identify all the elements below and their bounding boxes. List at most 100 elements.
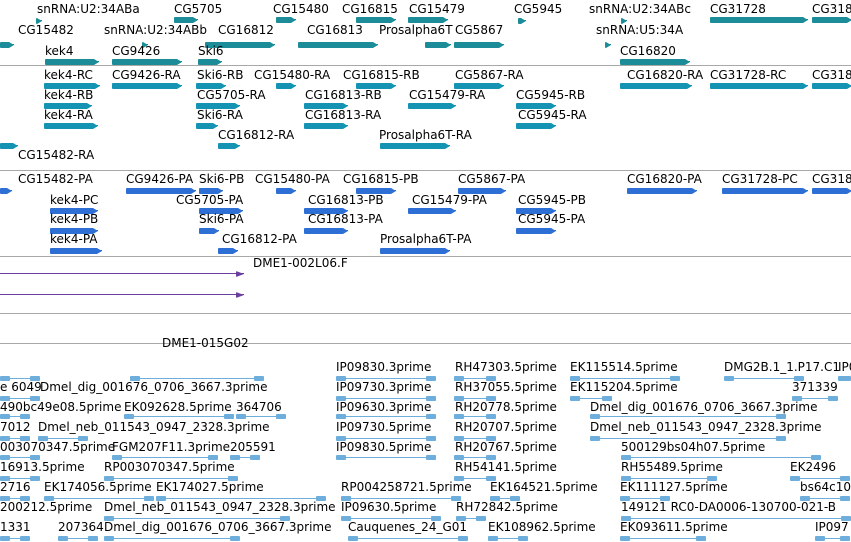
est-end-block[interactable] <box>841 516 851 521</box>
est-start-block[interactable] <box>44 496 54 501</box>
feature-exon-block[interactable] <box>174 17 198 23</box>
est-end-block[interactable] <box>840 496 850 501</box>
est-span-line[interactable] <box>621 457 821 458</box>
feature-exon-block[interactable] <box>0 42 14 48</box>
feature-label-cg16815-pb[interactable]: CG16815-PB <box>343 172 419 186</box>
est-start-block[interactable] <box>621 476 631 481</box>
est-end-block[interactable] <box>776 436 786 441</box>
feature-label-cg5945-pb[interactable]: CG5945-PB <box>518 193 587 207</box>
feature-exon-block[interactable] <box>142 42 148 48</box>
est-start-block[interactable] <box>590 436 600 441</box>
feature-exon-block[interactable] <box>50 208 98 214</box>
est-start-block[interactable] <box>454 396 464 401</box>
est-start-block[interactable] <box>800 496 810 501</box>
est-start-block[interactable] <box>236 414 246 419</box>
feature-label-ski6-rb[interactable]: Ski6-RB <box>197 68 244 82</box>
est-end-block[interactable] <box>660 496 670 501</box>
feature-label-dmel-neb-011543-0947-2328-3prime[interactable]: Dmel_neb_011543_0947_2328.3prime <box>38 420 270 434</box>
feature-label-snrna-u2-34abc[interactable]: snRNA:U2:34ABc <box>589 2 691 16</box>
feature-exon-block[interactable] <box>276 17 296 23</box>
est-start-block[interactable] <box>0 396 10 401</box>
feature-exon-block[interactable] <box>516 103 556 109</box>
feature-exon-block[interactable] <box>276 83 296 89</box>
feature-exon-block[interactable] <box>722 188 808 194</box>
feature-exon-block[interactable] <box>196 123 218 129</box>
est-end-block[interactable] <box>486 455 496 460</box>
feature-label-dmel-neb-011543-0947-2328-3prime[interactable]: Dmel_neb_011543_0947_2328.3prime <box>590 420 822 434</box>
est-end-block[interactable] <box>144 496 154 501</box>
est-end-block[interactable] <box>208 455 218 460</box>
feature-label-371339[interactable]: 371339 <box>792 380 838 394</box>
est-span-line[interactable] <box>112 457 218 458</box>
feature-label-ip097[interactable]: IP097 <box>815 520 849 534</box>
feature-label-rh72842-5prime[interactable]: RH72842.5prime <box>456 500 558 514</box>
est-end-block[interactable] <box>840 476 850 481</box>
est-end-block[interactable] <box>707 476 717 481</box>
est-end-block[interactable] <box>254 376 264 381</box>
est-end-block[interactable] <box>431 516 441 521</box>
feature-label-ek111127-5prime[interactable]: EK111127.5prime <box>620 480 728 494</box>
est-span-line[interactable] <box>792 398 838 399</box>
est-span-line[interactable] <box>130 378 264 379</box>
est-span-line[interactable] <box>456 518 486 519</box>
est-span-line[interactable] <box>454 457 496 458</box>
est-start-block[interactable] <box>104 516 114 521</box>
est-span-line[interactable] <box>44 498 154 499</box>
feature-exon-block[interactable] <box>298 42 378 48</box>
feature-label-cg16813-ra[interactable]: CG16813-RA <box>305 108 382 122</box>
feature-label-1331[interactable]: 1331 <box>0 520 31 534</box>
est-end-block[interactable] <box>30 396 40 401</box>
feature-exon-block[interactable] <box>627 188 697 194</box>
feature-exon-block[interactable] <box>218 143 240 149</box>
est-span-line[interactable] <box>800 498 850 499</box>
feature-exon-block[interactable] <box>458 188 506 194</box>
est-span-line[interactable] <box>815 538 850 539</box>
est-start-block[interactable] <box>454 376 464 381</box>
est-start-block[interactable] <box>621 516 631 521</box>
est-end-block[interactable] <box>316 496 326 501</box>
feature-label-ek2496[interactable]: EK2496 <box>790 460 836 474</box>
feature-exon-block[interactable] <box>710 17 808 23</box>
feature-label-2716[interactable]: 2716 <box>0 480 31 494</box>
est-end-block[interactable] <box>670 376 680 381</box>
feature-label-ek164521-5prime[interactable]: EK164521.5prime <box>490 480 598 494</box>
feature-exon-block[interactable] <box>44 103 92 109</box>
est-span-line[interactable] <box>341 498 461 499</box>
feature-label-ski6-ra[interactable]: Ski6-RA <box>197 108 243 122</box>
feature-label-ek093611-5prime[interactable]: EK093611.5prime <box>620 520 728 534</box>
feature-exon-block[interactable] <box>356 83 396 89</box>
feature-label-cg16813-pa[interactable]: CG16813-PA <box>308 212 383 226</box>
feature-exon-block[interactable] <box>605 42 611 48</box>
est-span-line[interactable] <box>0 378 40 379</box>
feature-label-cg9426-pa[interactable]: CG9426-PA <box>126 172 194 186</box>
est-span-line[interactable] <box>336 457 436 458</box>
feature-exon-block[interactable] <box>710 83 808 89</box>
est-start-block[interactable] <box>156 496 166 501</box>
est-start-block[interactable] <box>570 396 580 401</box>
feature-label-cg9426-ra[interactable]: CG9426-RA <box>112 68 181 82</box>
est-span-line[interactable] <box>454 438 496 439</box>
est-end-block[interactable] <box>476 516 486 521</box>
feature-exon-block[interactable] <box>454 83 504 89</box>
est-end-block[interactable] <box>426 376 436 381</box>
est-start-block[interactable] <box>792 396 802 401</box>
est-span-line[interactable] <box>336 398 436 399</box>
feature-label-7012[interactable]: 7012 <box>0 420 31 434</box>
feature-label-cg15482-ra[interactable]: CG15482-RA <box>18 148 95 162</box>
feature-exon-block[interactable] <box>112 83 182 89</box>
est-span-line[interactable] <box>454 398 496 399</box>
est-start-block[interactable] <box>336 396 346 401</box>
est-end-block[interactable] <box>518 536 528 541</box>
feature-label-snrna-u2-34aba[interactable]: snRNA:U2:34ABa <box>37 2 140 16</box>
est-span-line[interactable] <box>490 498 520 499</box>
est-span-line[interactable] <box>454 378 496 379</box>
feature-label-500129bs04h07-5prime[interactable]: 500129bs04h07.5prime <box>621 440 766 454</box>
est-start-block[interactable] <box>104 536 114 541</box>
feature-label-ip0[interactable]: IP0 <box>838 360 851 374</box>
feature-exon-block[interactable] <box>304 228 348 234</box>
est-span-line[interactable] <box>590 438 786 439</box>
est-start-block[interactable] <box>0 476 10 481</box>
est-start-block[interactable] <box>488 536 498 541</box>
feature-exon-block[interactable] <box>812 83 851 89</box>
est-start-block[interactable] <box>58 536 68 541</box>
